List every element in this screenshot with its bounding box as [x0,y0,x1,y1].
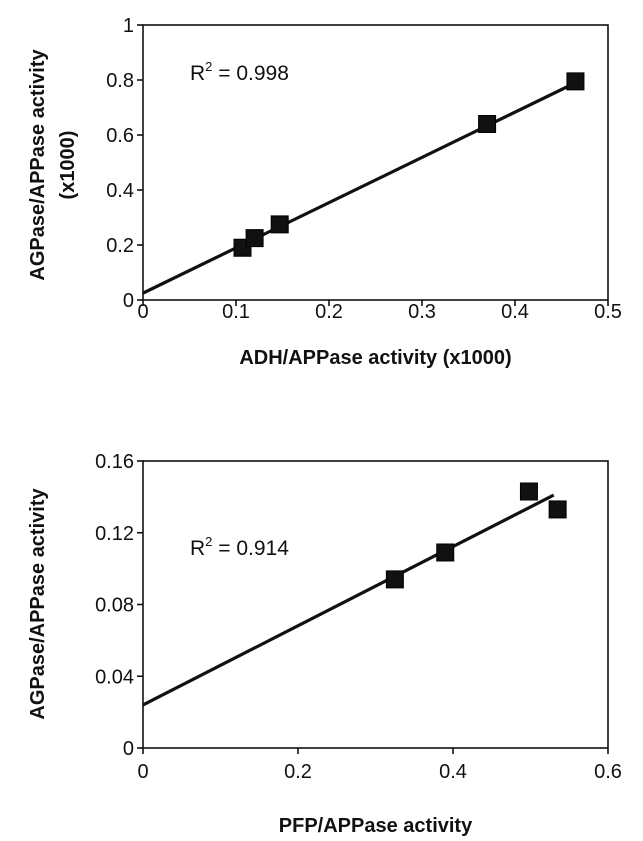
x-tick-label: 0 [137,761,148,783]
r-squared-value: = 0.914 [212,537,289,560]
x-tick-label: 0.6 [594,761,622,783]
plot-frame [142,24,609,301]
data-point [519,482,538,501]
x-tick-label: 0.2 [284,761,312,783]
x-tick-label: 0.1 [222,301,250,323]
y-tick-label: 0.2 [106,235,134,257]
chart-agpase-vs-pfp: 0 0.04 0.08 0.12 0.16 0 0.2 0.4 0.6 PFP/APPase ac… [27,451,622,837]
r-squared-annotation: R2 = 0.914 [190,534,289,560]
r-squared-annotation: R2 = 0.998 [190,59,289,85]
y-tick-label: 0.04 [95,666,134,688]
y-tick-label: 0.16 [95,451,134,473]
data-point [385,570,404,589]
x-tick-label: 0.4 [439,761,467,783]
data-point [566,72,585,91]
chart-agpase-vs-adh: 0 0.2 0.4 0.6 0.8 1 0 0.1 0.2 0.3 0.4 0.5 ADH/APPase… [27,15,622,369]
data-point [270,215,289,234]
y-tick-label: 0.08 [95,595,134,617]
y-tick-label: 1 [123,15,134,37]
r-squared-value: = 0.998 [212,62,288,85]
r-squared-superscript: 2 [205,534,212,549]
trendline [142,493,555,707]
data-point [436,543,455,562]
data-point [548,500,567,519]
y-axis-title-line2: (x1000) [57,131,79,200]
y-tick-label: 0 [123,290,134,312]
y-axis-title: AGPase/APPase activity [27,49,49,281]
data-point [478,115,497,133]
x-tick-label: 0.3 [408,301,436,323]
r-squared-prefix: R [190,62,205,85]
r-squared-superscript: 2 [205,59,212,74]
trendline [142,81,577,295]
data-point [245,229,264,248]
x-axis-title: ADH/APPase activity (x1000) [239,347,511,369]
y-tick-label: 0.6 [106,125,134,147]
r-squared-prefix: R [190,537,205,560]
x-tick-label: 0.2 [315,301,343,323]
y-axis-title: AGPase/APPase activity [27,488,49,720]
x-tick-label: 0.4 [501,301,529,323]
x-tick-label: 0 [137,301,148,323]
y-tick-label: 0.4 [106,180,134,202]
y-tick-label: 0.12 [95,523,134,545]
x-tick-label: 0.5 [594,301,622,323]
y-tick-label: 0.8 [106,70,134,92]
y-tick-label: 0 [123,738,134,760]
x-axis-title: PFP/APPase activity [279,815,473,837]
